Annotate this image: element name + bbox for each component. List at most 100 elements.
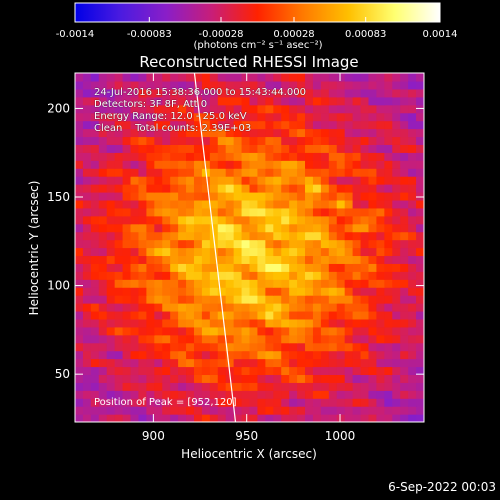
- heatmap-cell: [320, 279, 330, 288]
- heatmap-cell: [312, 73, 322, 82]
- heatmap-cell: [320, 326, 330, 336]
- heatmap-cell: [193, 223, 203, 233]
- heatmap-cell: [344, 255, 354, 264]
- heatmap-cell: [98, 406, 108, 415]
- heatmap-cell: [154, 112, 163, 122]
- heatmap-cell: [106, 287, 116, 296]
- heatmap-cell: [289, 223, 298, 233]
- heatmap-cell: [170, 342, 179, 352]
- heatmap-cell: [360, 73, 370, 82]
- heatmap-cell: [312, 303, 322, 312]
- heatmap-cell: [392, 128, 401, 138]
- heatmap-cell: [312, 271, 322, 280]
- heatmap-cell: [146, 326, 155, 336]
- heatmap-cell: [312, 231, 322, 241]
- heatmap-cell: [297, 287, 306, 296]
- heatmap-cell: [138, 144, 147, 153]
- heatmap-cell: [336, 112, 346, 122]
- heatmap-cell: [392, 374, 401, 383]
- heatmap-cell: [257, 287, 266, 296]
- heatmap-cell: [344, 199, 354, 209]
- heatmap-cell: [170, 136, 179, 145]
- heatmap-cell: [400, 271, 409, 280]
- heatmap-cell: [416, 144, 424, 153]
- heatmap-cell: [297, 366, 306, 376]
- heatmap-cell: [217, 295, 227, 304]
- heatmap-cell: [98, 295, 108, 304]
- heatmap-cell: [392, 310, 401, 320]
- heatmap-cell: [384, 406, 393, 415]
- heatmap-cell: [146, 247, 155, 257]
- heatmap-cell: [289, 199, 298, 209]
- heatmap-cell: [233, 414, 243, 422]
- heatmap-cell: [408, 326, 417, 336]
- heatmap-cell: [209, 207, 219, 217]
- heatmap-cell: [257, 112, 266, 122]
- heatmap-cell: [281, 310, 290, 320]
- heatmap-cell: [75, 207, 84, 217]
- heatmap-cell: [368, 184, 378, 193]
- heatmap-cell: [233, 247, 243, 257]
- heatmap-cell: [328, 263, 338, 272]
- heatmap-cell: [209, 223, 219, 233]
- heatmap-cell: [122, 104, 132, 114]
- heatmap-cell: [281, 104, 290, 114]
- heatmap-cell: [273, 374, 282, 383]
- heatmap-cell: [352, 398, 362, 407]
- heatmap-cell: [376, 406, 385, 415]
- heatmap-cell: [201, 136, 211, 145]
- heatmap-cell: [186, 128, 195, 138]
- heatmap-cell: [312, 88, 322, 98]
- heatmap-cell: [416, 184, 424, 193]
- heatmap-cell: [328, 120, 338, 130]
- heatmap-cell: [201, 231, 211, 241]
- heatmap-cell: [297, 247, 306, 257]
- heatmap-cell: [138, 73, 147, 82]
- heatmap-cell: [170, 390, 179, 399]
- heatmap-cell: [289, 136, 298, 145]
- heatmap-cell: [273, 239, 282, 249]
- heatmap-cell: [257, 191, 266, 201]
- heatmap-cell: [392, 168, 401, 177]
- heatmap-cell: [249, 358, 259, 368]
- heatmap-cell: [106, 358, 116, 368]
- heatmap-cell: [249, 287, 259, 296]
- heatmap-cell: [312, 112, 322, 122]
- heatmap-cell: [90, 334, 100, 344]
- heatmap-cell: [82, 199, 92, 209]
- heatmap-cell: [376, 255, 385, 264]
- heatmap-cell: [408, 104, 417, 114]
- heatmap-cell: [130, 263, 140, 272]
- heatmap-cell: [368, 231, 378, 241]
- heatmap-cell: [217, 80, 227, 90]
- heatmap-cell: [75, 144, 84, 153]
- y-axis-label: Heliocentric Y (arcsec): [27, 181, 41, 316]
- heatmap-cell: [186, 199, 195, 209]
- heatmap-cell: [249, 199, 259, 209]
- heatmap-cell: [281, 382, 290, 391]
- heatmap-cell: [241, 160, 251, 169]
- heatmap-cell: [162, 88, 171, 98]
- heatmap-cell: [312, 247, 322, 257]
- heatmap-cell: [186, 136, 195, 145]
- heatmap-cell: [122, 358, 132, 368]
- heatmap-cell: [217, 176, 227, 185]
- heatmap-cell: [328, 191, 338, 201]
- heatmap-cell: [82, 366, 92, 376]
- heatmap-cell: [106, 247, 116, 257]
- heatmap-cell: [360, 144, 370, 153]
- heatmap-cell: [305, 358, 314, 368]
- heatmap-cell: [178, 350, 187, 360]
- heatmap-cell: [122, 295, 132, 304]
- heatmap-cell: [249, 73, 259, 82]
- heatmap-cell: [170, 334, 179, 344]
- heatmap-cell: [178, 80, 187, 90]
- heatmap-cell: [392, 73, 401, 82]
- heatmap-cell: [138, 342, 147, 352]
- heatmap-cell: [170, 239, 179, 249]
- heatmap-cell: [241, 263, 251, 272]
- heatmap-cell: [408, 374, 417, 383]
- heatmap-cell: [154, 160, 163, 169]
- heatmap-cell: [305, 191, 314, 201]
